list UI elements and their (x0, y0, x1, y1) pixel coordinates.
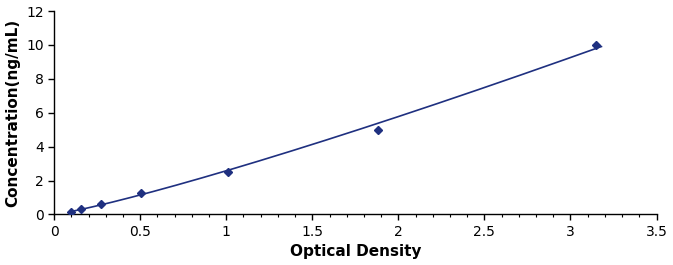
Y-axis label: Concentration(ng/mL): Concentration(ng/mL) (5, 19, 21, 207)
X-axis label: Optical Density: Optical Density (289, 244, 421, 259)
